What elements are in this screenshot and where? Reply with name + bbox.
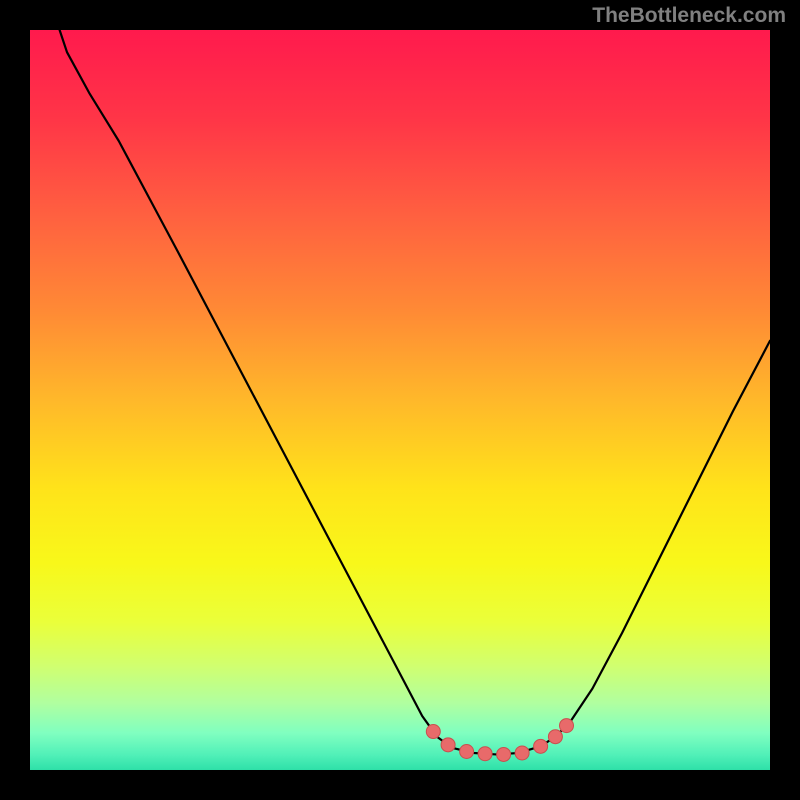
marker-point [497, 747, 511, 761]
marker-point [478, 747, 492, 761]
marker-point [441, 738, 455, 752]
marker-point [460, 745, 474, 759]
marker-point [560, 719, 574, 733]
marker-point [426, 725, 440, 739]
marker-point [534, 739, 548, 753]
marker-point [515, 746, 529, 760]
marker-point [548, 730, 562, 744]
watermark-text: TheBottleneck.com [592, 4, 786, 28]
chart-frame: TheBottleneck.com [0, 0, 800, 800]
bottleneck-curve [60, 30, 770, 754]
chart-svg [30, 30, 770, 770]
marker-series [426, 719, 573, 762]
plot-area [30, 30, 770, 770]
